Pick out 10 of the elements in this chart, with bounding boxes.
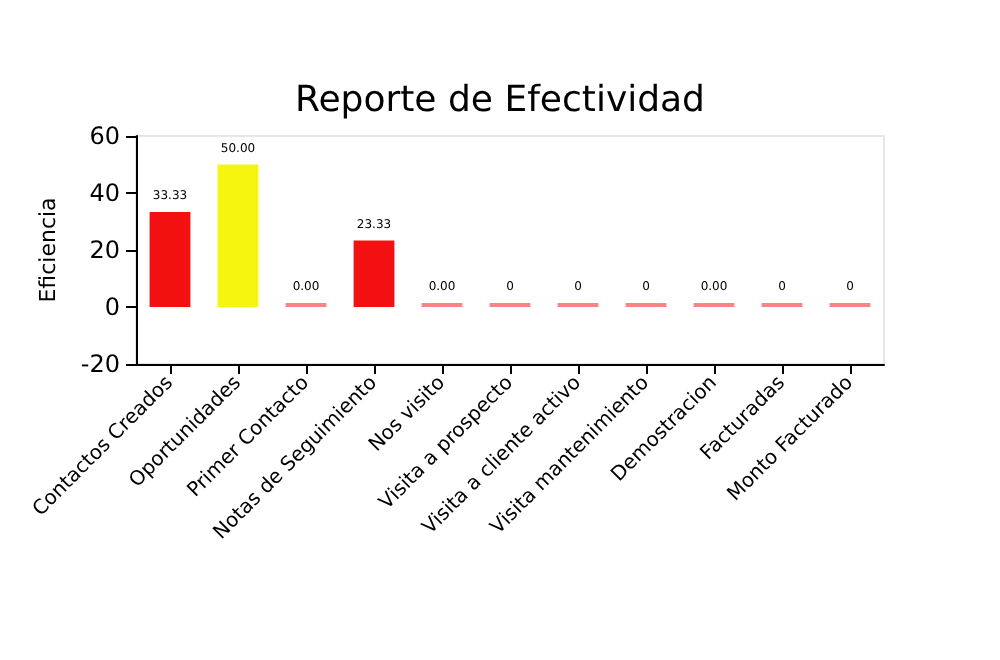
- chart-title: Reporte de Efectividad: [295, 79, 705, 121]
- y-tick-label: 0: [104, 293, 120, 321]
- y-axis-title: Eficiencia: [35, 197, 61, 303]
- y-tick-label: 20: [89, 236, 120, 264]
- bar: [353, 240, 395, 307]
- bar: [149, 212, 191, 307]
- bar: [217, 164, 259, 307]
- y-tick-label: -20: [80, 350, 120, 378]
- y-tick-label: 40: [89, 179, 120, 207]
- y-tick-label: 60: [89, 122, 120, 150]
